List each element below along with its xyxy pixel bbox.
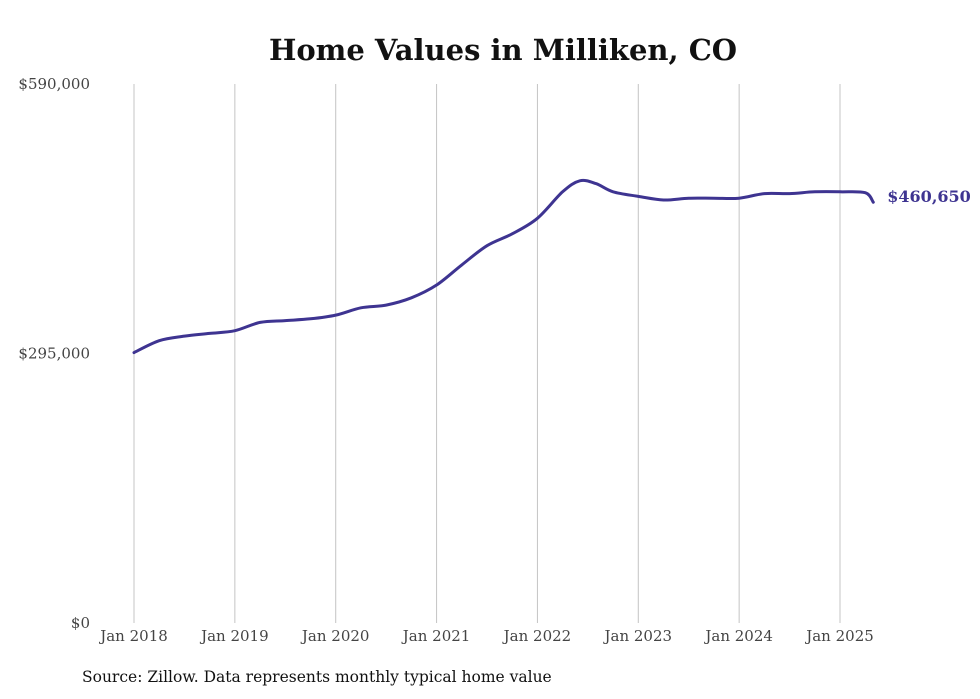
x-tick-label: Jan 2020 xyxy=(300,627,370,645)
y-axis-ticks: $0 $295,000 $590,000 xyxy=(18,75,90,632)
y-tick-label: $0 xyxy=(71,614,90,632)
chart-title: Home Values in Milliken, CO xyxy=(269,33,737,67)
x-tick-label: Jan 2024 xyxy=(703,627,773,645)
x-tick-label: Jan 2019 xyxy=(199,627,269,645)
x-tick-label: Jan 2025 xyxy=(804,627,874,645)
y-tick-label: $295,000 xyxy=(18,345,90,363)
x-tick-label: Jan 2018 xyxy=(98,627,168,645)
grid-lines xyxy=(133,84,841,623)
home-value-line xyxy=(132,178,875,355)
x-tick-label: Jan 2022 xyxy=(502,627,572,645)
x-axis-ticks: Jan 2018 Jan 2019 Jan 2020 Jan 2021 Jan 2022… xyxy=(98,627,874,645)
y-tick-label: $590,000 xyxy=(18,75,90,93)
x-tick-label: Jan 2021 xyxy=(401,627,471,645)
x-tick-label: Jan 2023 xyxy=(603,627,673,645)
end-value-label: $460,650 xyxy=(887,187,971,206)
source-note: Source: Zillow. Data represents monthly … xyxy=(82,668,552,686)
